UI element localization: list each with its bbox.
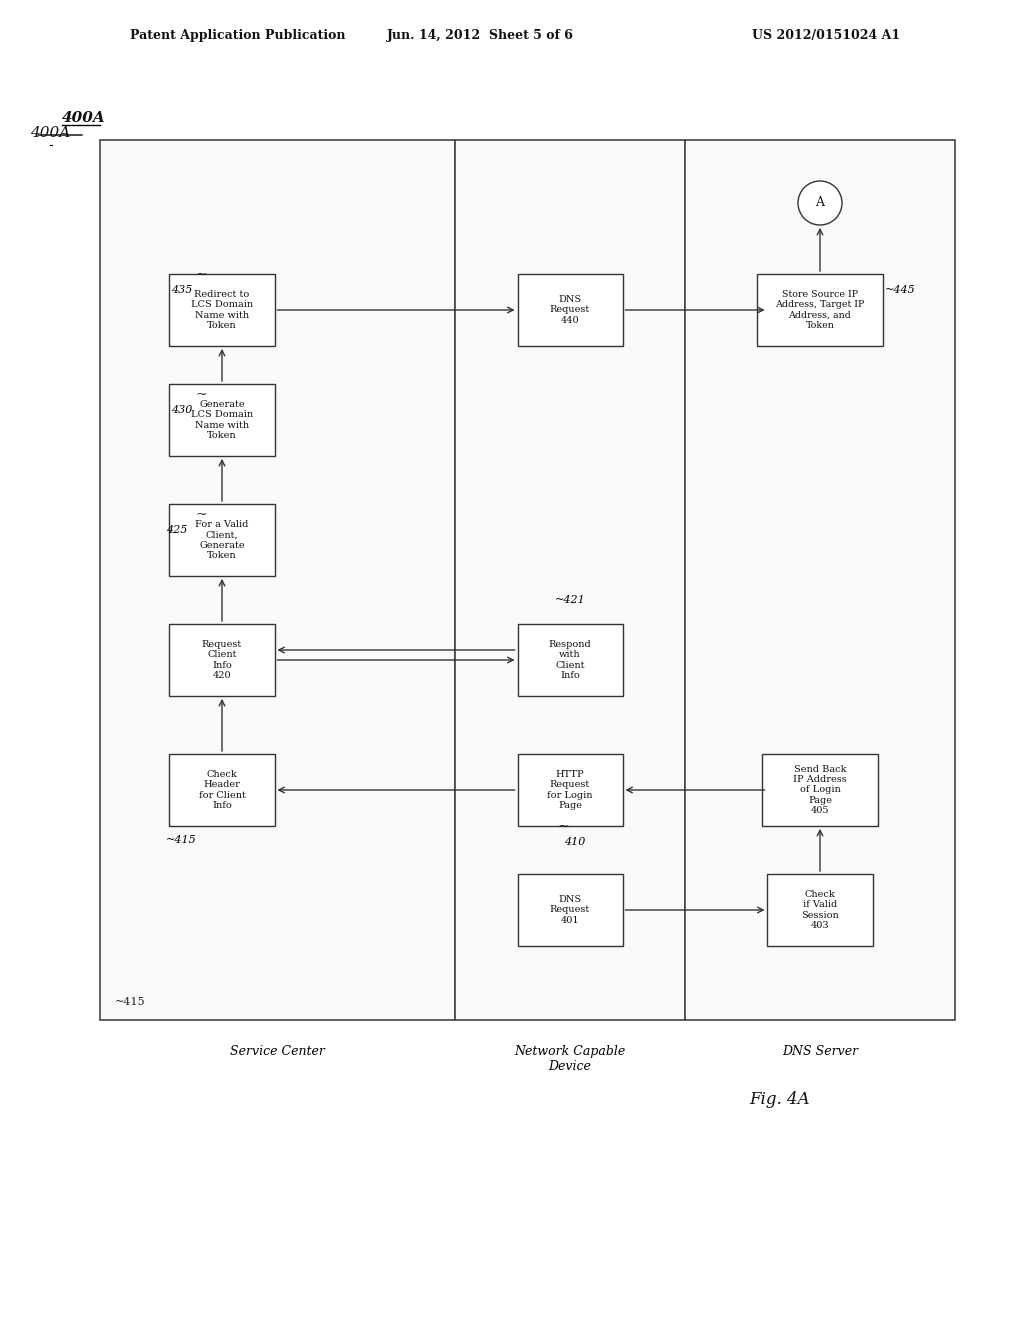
Text: HTTP
Request
for Login
Page: HTTP Request for Login Page — [547, 770, 593, 810]
Text: Respond
with
Client
Info: Respond with Client Info — [549, 640, 592, 680]
Text: Network Capable
Device: Network Capable Device — [514, 1045, 626, 1073]
Text: ~415: ~415 — [166, 836, 197, 845]
Text: For a Valid
Client,
Generate
Token: For a Valid Client, Generate Token — [196, 520, 249, 560]
FancyBboxPatch shape — [170, 384, 274, 455]
Text: A: A — [815, 197, 824, 210]
FancyBboxPatch shape — [170, 624, 274, 696]
Text: ~: ~ — [196, 388, 207, 403]
Text: ~421: ~421 — [555, 595, 586, 605]
Text: 430: 430 — [171, 405, 191, 414]
Text: Check
if Valid
Session
403: Check if Valid Session 403 — [801, 890, 839, 931]
Text: ~445: ~445 — [885, 285, 915, 294]
FancyBboxPatch shape — [762, 754, 878, 826]
Text: Patent Application Publication: Patent Application Publication — [130, 29, 345, 41]
Text: Generate
LCS Domain
Name with
Token: Generate LCS Domain Name with Token — [190, 400, 253, 440]
Text: US 2012/0151024 A1: US 2012/0151024 A1 — [752, 29, 900, 41]
FancyBboxPatch shape — [100, 140, 455, 1020]
Circle shape — [798, 181, 842, 224]
Text: 425: 425 — [166, 525, 187, 535]
Text: DNS
Request
440: DNS Request 440 — [550, 296, 590, 325]
Text: 410: 410 — [564, 837, 586, 847]
Text: Fig. 4A: Fig. 4A — [750, 1092, 810, 1109]
FancyBboxPatch shape — [517, 754, 623, 826]
Text: ~415: ~415 — [115, 997, 145, 1007]
Text: DNS
Request
401: DNS Request 401 — [550, 895, 590, 925]
Text: 435: 435 — [171, 285, 191, 294]
FancyBboxPatch shape — [170, 504, 274, 576]
FancyBboxPatch shape — [170, 754, 274, 826]
FancyBboxPatch shape — [757, 275, 883, 346]
FancyBboxPatch shape — [685, 140, 955, 1020]
Text: 400A: 400A — [30, 125, 70, 140]
Text: Service Center: Service Center — [230, 1045, 325, 1059]
Text: DNS Server: DNS Server — [782, 1045, 858, 1059]
Text: Redirect to
LCS Domain
Name with
Token: Redirect to LCS Domain Name with Token — [190, 290, 253, 330]
Text: ~: ~ — [557, 820, 568, 834]
FancyBboxPatch shape — [517, 874, 623, 946]
FancyBboxPatch shape — [768, 874, 872, 946]
Text: Send Back
IP Address
of Login
Page
405: Send Back IP Address of Login Page 405 — [794, 764, 847, 816]
Text: ~: ~ — [196, 268, 207, 282]
Text: 400A: 400A — [62, 111, 105, 125]
Text: ~: ~ — [196, 508, 207, 521]
Text: Check
Header
for Client
Info: Check Header for Client Info — [199, 770, 246, 810]
Text: Request
Client
Info
420: Request Client Info 420 — [202, 640, 242, 680]
FancyBboxPatch shape — [517, 275, 623, 346]
FancyBboxPatch shape — [170, 275, 274, 346]
Text: Store Source IP
Address, Target IP
Address, and
Token: Store Source IP Address, Target IP Addre… — [775, 290, 864, 330]
FancyBboxPatch shape — [455, 140, 685, 1020]
FancyBboxPatch shape — [517, 624, 623, 696]
Text: Jun. 14, 2012  Sheet 5 of 6: Jun. 14, 2012 Sheet 5 of 6 — [387, 29, 573, 41]
